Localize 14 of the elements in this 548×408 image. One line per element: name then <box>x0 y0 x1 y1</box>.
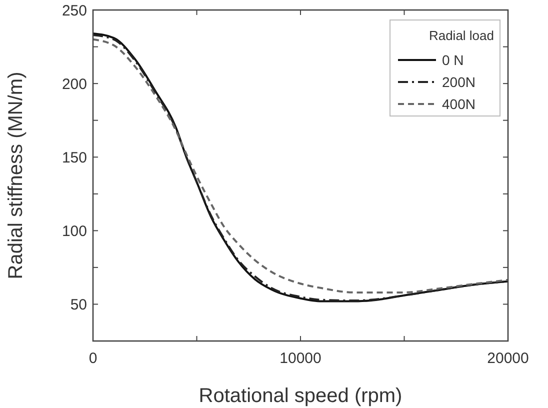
x-tick-label: 20000 <box>487 350 529 367</box>
y-tick-label: 100 <box>62 222 87 240</box>
legend-label: 0 N <box>442 52 464 68</box>
y-tick-label: 50 <box>70 296 87 314</box>
x-tick-label: 10000 <box>280 350 322 367</box>
legend-title: Radial load <box>428 28 494 43</box>
legend-label: 400N <box>442 96 476 112</box>
x-tick-label: 0 <box>88 350 98 367</box>
y-axis-title: Radial stiffness (MN/m) <box>5 72 27 280</box>
y-tick-label: 150 <box>62 149 87 166</box>
y-tick-label: 200 <box>62 76 87 93</box>
y-tick-label: 250 <box>62 2 87 20</box>
x-axis-title: Rotational speed (rpm) <box>198 385 402 407</box>
legend-label: 200N <box>442 74 476 90</box>
